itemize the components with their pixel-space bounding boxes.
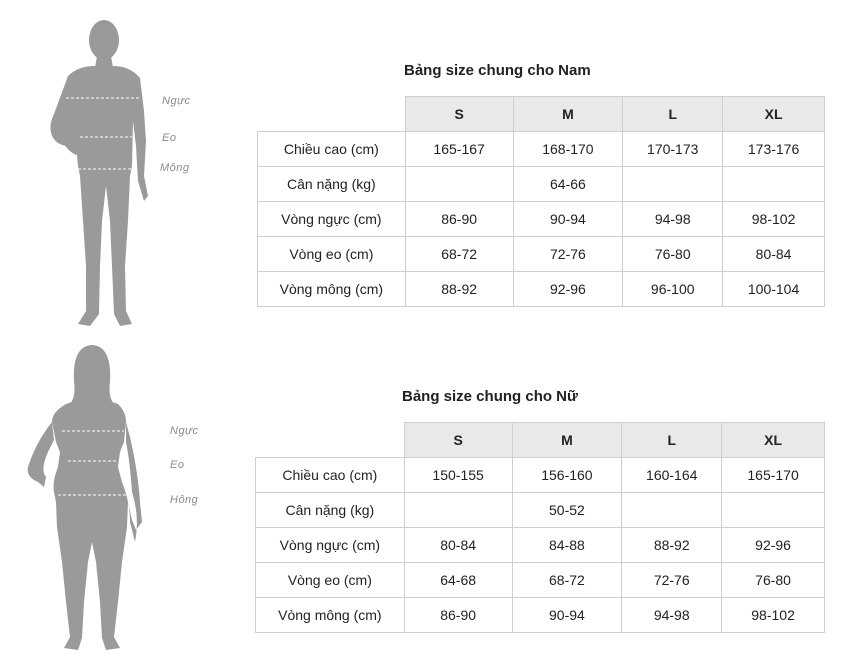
table-cell: 98-102 — [721, 597, 825, 633]
size-header: XL — [721, 422, 825, 458]
table-cell — [403, 492, 513, 528]
table-cell: 88-92 — [404, 271, 514, 307]
table-cell: 50-52 — [511, 492, 623, 528]
table-cell — [721, 492, 825, 528]
table-cell: 165-167 — [404, 131, 514, 167]
male-hip-line — [78, 168, 134, 170]
female-hip-line — [58, 494, 126, 496]
table-cell: 170-173 — [622, 131, 724, 167]
female-hip-label: Hông — [170, 494, 199, 506]
row-label: Cân nặng (kg) — [257, 166, 406, 202]
table-cell: 94-98 — [622, 201, 724, 237]
table-cell: 94-98 — [621, 597, 723, 633]
table-cell: 64-66 — [512, 166, 624, 202]
table-cell: 76-80 — [721, 562, 825, 598]
size-header: S — [404, 96, 514, 132]
row-label: Vòng ngực (cm) — [257, 201, 406, 237]
table-row: Cân nặng (kg) 50-52 — [255, 492, 825, 528]
table-cell: 80-84 — [722, 236, 825, 272]
men-header-row: S M L XL — [257, 96, 825, 132]
row-label: Vòng mông (cm) — [257, 271, 406, 307]
table-cell: 68-72 — [511, 562, 623, 598]
row-label: Vòng mông (cm) — [255, 597, 405, 633]
female-waist-label: Eo — [170, 459, 185, 471]
male-hip-label: Mông — [160, 162, 190, 174]
table-cell: 84-88 — [511, 527, 623, 563]
table-cell: 68-72 — [404, 236, 514, 272]
row-label: Vòng eo (cm) — [257, 236, 406, 272]
table-row: Vòng eo (cm) 68-72 72-76 76-80 80-84 — [257, 236, 825, 272]
table-row: Chiều cao (cm) 165-167 168-170 170-173 1… — [257, 131, 825, 167]
male-silhouette — [28, 16, 158, 331]
table-cell — [622, 166, 724, 202]
table-cell: 64-68 — [403, 562, 513, 598]
row-label: Chiều cao (cm) — [255, 457, 405, 493]
table-row: Cân nặng (kg) 64-66 — [257, 166, 825, 202]
table-cell: 173-176 — [722, 131, 825, 167]
female-silhouette — [22, 342, 157, 656]
table-cell: 100-104 — [722, 271, 825, 307]
female-chest-line — [62, 430, 124, 432]
men-table-title: Bảng size chung cho Nam — [404, 62, 591, 79]
table-cell: 92-96 — [721, 527, 825, 563]
size-header: L — [621, 422, 723, 458]
table-cell: 86-90 — [403, 597, 513, 633]
women-table-title: Bảng size chung cho Nữ — [402, 388, 578, 405]
table-cell: 90-94 — [511, 597, 623, 633]
row-label: Vòng eo (cm) — [255, 562, 405, 598]
table-row: Chiều cao (cm) 150-155 156-160 160-164 1… — [255, 457, 825, 493]
table-row: Vòng mông (cm) 86-90 90-94 94-98 98-102 — [255, 597, 825, 633]
table-cell: 165-170 — [721, 457, 825, 493]
table-cell: 86-90 — [404, 201, 514, 237]
table-cell: 72-76 — [512, 236, 624, 272]
row-label: Vòng ngực (cm) — [255, 527, 405, 563]
female-chest-label: Ngực — [170, 425, 199, 437]
table-cell: 76-80 — [622, 236, 724, 272]
size-header: XL — [722, 96, 825, 132]
male-waist-line — [80, 136, 132, 138]
table-cell: 80-84 — [403, 527, 513, 563]
table-row: Vòng eo (cm) 64-68 68-72 72-76 76-80 — [255, 562, 825, 598]
table-cell: 88-92 — [621, 527, 723, 563]
male-waist-label: Eo — [162, 132, 177, 144]
table-cell — [404, 166, 514, 202]
table-row: Vòng ngực (cm) 80-84 84-88 88-92 92-96 — [255, 527, 825, 563]
table-row: Vòng mông (cm) 88-92 92-96 96-100 100-10… — [257, 271, 825, 307]
table-cell: 96-100 — [622, 271, 724, 307]
table-cell: 156-160 — [511, 457, 623, 493]
men-size-table: S M L XL Chiều cao (cm) 165-167 168-170 … — [257, 96, 825, 307]
women-size-table: S M L XL Chiều cao (cm) 150-155 156-160 … — [255, 422, 825, 633]
size-header: M — [512, 96, 624, 132]
women-header-row: S M L XL — [255, 422, 825, 458]
table-cell: 92-96 — [512, 271, 624, 307]
header-blank — [255, 422, 405, 458]
size-header: M — [511, 422, 623, 458]
table-cell: 98-102 — [722, 201, 825, 237]
table-cell: 90-94 — [512, 201, 624, 237]
table-cell: 168-170 — [512, 131, 624, 167]
table-row: Vòng ngực (cm) 86-90 90-94 94-98 98-102 — [257, 201, 825, 237]
size-header: S — [403, 422, 513, 458]
table-cell — [722, 166, 825, 202]
size-header: L — [622, 96, 724, 132]
table-cell: 150-155 — [403, 457, 513, 493]
table-cell — [621, 492, 723, 528]
table-cell: 72-76 — [621, 562, 723, 598]
table-cell: 160-164 — [621, 457, 723, 493]
header-blank — [257, 96, 406, 132]
female-waist-line — [68, 460, 116, 462]
male-chest-label: Ngực — [162, 95, 191, 107]
row-label: Chiều cao (cm) — [257, 131, 406, 167]
male-chest-line — [66, 97, 141, 99]
row-label: Cân nặng (kg) — [255, 492, 405, 528]
